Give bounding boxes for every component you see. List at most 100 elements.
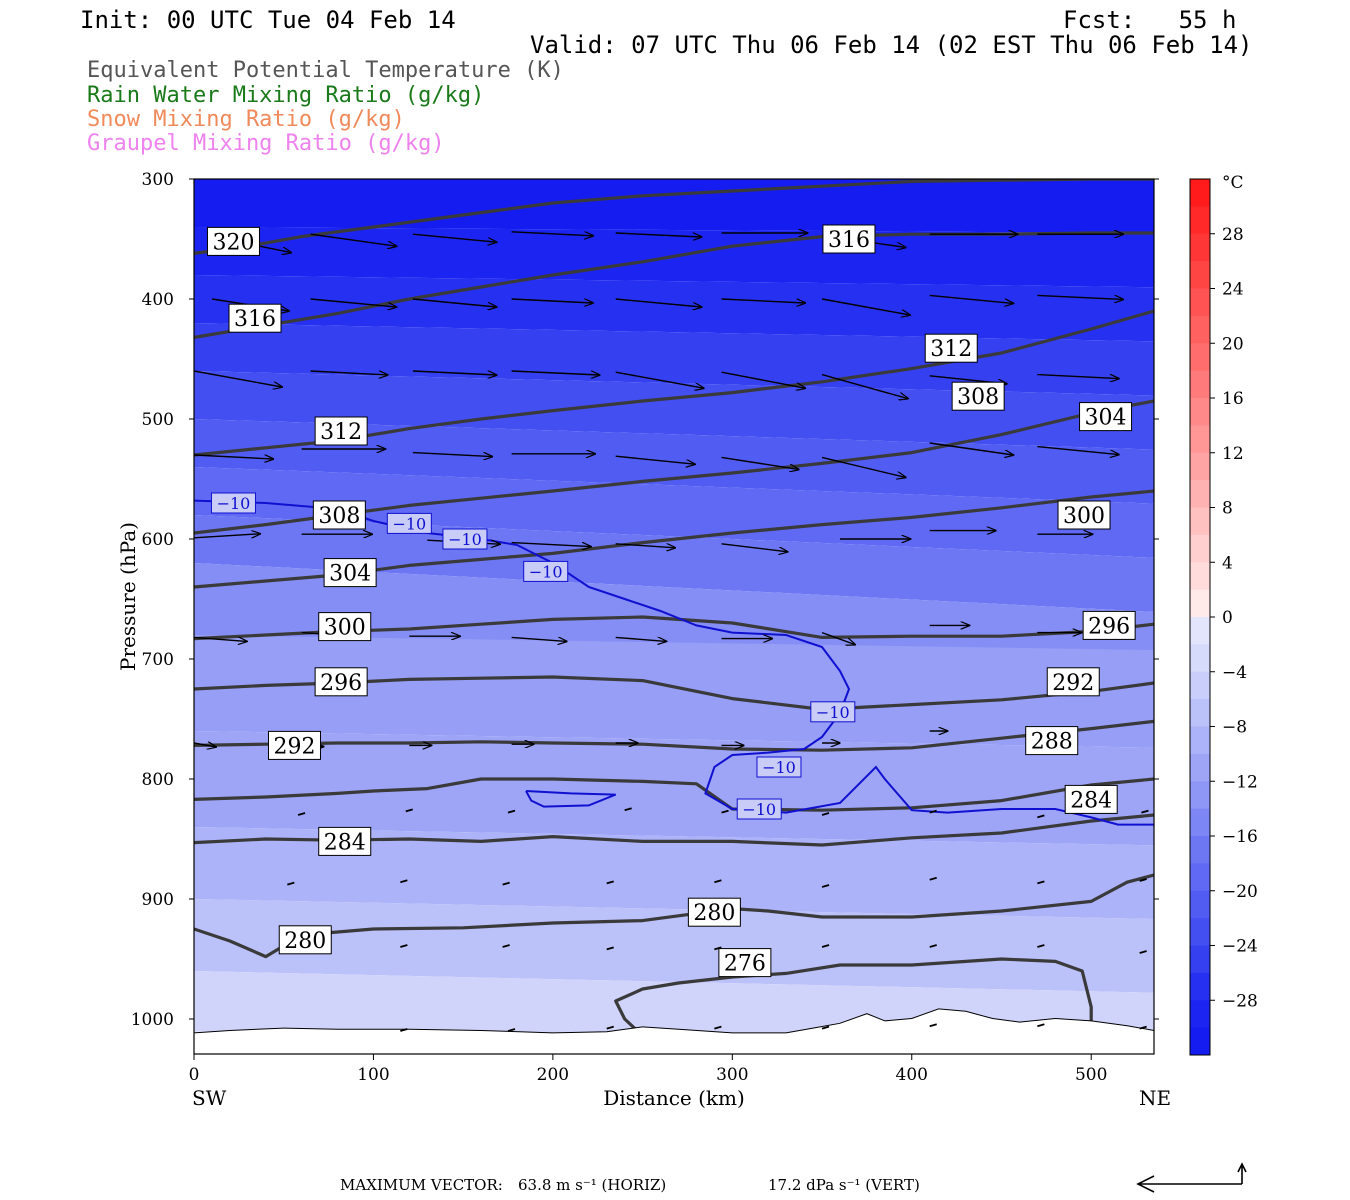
wind-vector — [287, 881, 295, 886]
colorbar-tick-label: −20 — [1222, 882, 1258, 902]
wind-vector — [615, 232, 702, 237]
shading-band — [194, 467, 1154, 558]
wind-vector — [310, 233, 397, 246]
shading-band — [194, 371, 1154, 450]
y-axis-title: Pressure (hPa) — [116, 522, 140, 671]
theta-e-292 — [194, 719, 1154, 752]
max-vector-arrow-icon — [1136, 1162, 1247, 1193]
wind-vector — [929, 442, 1014, 455]
shading-band — [194, 323, 1154, 396]
label-text: −10 — [816, 703, 850, 722]
wind-vector — [412, 370, 497, 375]
wind-vector — [615, 543, 675, 548]
colorbar-swatch — [1190, 890, 1210, 919]
legend-theta-e: Equivalent Potential Temperature (K) — [87, 58, 564, 83]
theta-e-label: 284 — [1064, 784, 1118, 814]
wind-vector — [194, 636, 247, 641]
colorbar-swatch — [1190, 836, 1210, 864]
wind-vector — [624, 807, 632, 812]
label-box — [756, 756, 802, 778]
wind-vector — [400, 879, 408, 884]
wind-vector — [400, 1028, 408, 1032]
theta-e-label: 280 — [687, 897, 741, 927]
x-tick-label: 0 — [189, 1065, 200, 1085]
theta-e-320 — [194, 179, 1154, 255]
isotherm-label: −10 — [210, 492, 256, 514]
label-box — [318, 826, 372, 856]
y-tick-label: 700 — [142, 650, 174, 670]
label-text: 296 — [320, 671, 362, 696]
label-text: 316 — [234, 307, 276, 332]
label-text: −10 — [529, 562, 563, 581]
wind-vector — [400, 944, 408, 948]
theta-e-label: 300 — [1057, 500, 1111, 530]
colorbar-swatch — [1190, 179, 1210, 207]
wind-vector — [507, 1028, 516, 1032]
isotherm-island — [525, 790, 617, 808]
wind-vector — [721, 809, 729, 814]
colorbar-swatch — [1190, 945, 1210, 974]
theta-e-label: 312 — [314, 416, 368, 446]
label-box — [951, 381, 1005, 411]
colorbar-swatch — [1190, 288, 1210, 317]
wind-vector — [511, 636, 567, 641]
theta-e-label: 308 — [951, 381, 1005, 411]
wind-vector — [511, 541, 591, 547]
label-text: 280 — [693, 901, 735, 926]
colorbar-swatch — [1190, 726, 1210, 755]
x-axis-title: Distance (km) — [603, 1086, 745, 1110]
theta-e-label: 292 — [1046, 667, 1100, 697]
label-text: 300 — [324, 616, 366, 641]
label-text: 284 — [1070, 788, 1112, 813]
label-box — [206, 226, 260, 256]
wind-vector — [1037, 814, 1045, 819]
wind-vector — [821, 631, 855, 645]
theta-e-label: 312 — [924, 333, 978, 363]
theta-e-label: 320 — [206, 226, 260, 256]
label-box — [523, 560, 569, 582]
colorbar-swatch — [1190, 534, 1210, 563]
wind-vector — [511, 231, 593, 236]
x-tick-label: 300 — [716, 1065, 748, 1085]
init-time: Init: 00 UTC Tue 04 Feb 14 — [80, 6, 456, 34]
wind-vector — [310, 370, 388, 375]
theta-e-label: 304 — [323, 558, 377, 588]
colorbar-swatch — [1190, 562, 1210, 591]
colorbar-tick-label: 0 — [1222, 608, 1233, 628]
wind-vector — [412, 451, 492, 457]
wind-vector — [1037, 294, 1123, 299]
colorbar-swatch — [1190, 918, 1210, 946]
shading-band — [194, 179, 1154, 234]
legend-rain-water: Rain Water Mixing Ratio (g/kg) — [87, 83, 485, 108]
label-box — [1079, 402, 1133, 432]
colorbar-swatch — [1190, 398, 1210, 426]
label-box — [822, 224, 876, 254]
theta-e-label: 316 — [822, 224, 876, 254]
theta-e-288 — [194, 777, 1154, 812]
colorbar-tick-label: 16 — [1222, 389, 1244, 409]
label-box — [1064, 784, 1118, 814]
colorbar-swatch — [1190, 863, 1210, 892]
shading-band — [194, 419, 1154, 504]
label-text: 280 — [284, 929, 326, 954]
wind-vector — [412, 298, 497, 307]
y-tick-label: 500 — [142, 410, 174, 430]
legend-snow: Snow Mixing Ratio (g/kg) — [87, 107, 405, 132]
label-box — [278, 925, 332, 955]
colorbar-tick-label: 12 — [1222, 444, 1244, 464]
isotherm-label: −10 — [386, 512, 432, 534]
wind-vector — [821, 298, 910, 315]
shading-band — [194, 827, 1154, 919]
theta-e-label: 280 — [278, 925, 332, 955]
colorbar-swatch — [1190, 315, 1210, 344]
colorbar-swatch — [1190, 206, 1210, 235]
label-box — [924, 333, 978, 363]
label-text: 320 — [212, 230, 254, 255]
plot-frame — [193, 178, 1155, 1055]
y-tick-label: 900 — [142, 890, 174, 910]
label-box — [323, 558, 377, 588]
wind-vector — [721, 456, 799, 469]
colorbar-swatch — [1190, 480, 1210, 508]
wind-vector — [1139, 950, 1147, 954]
isotherm-label: −10 — [756, 756, 802, 778]
